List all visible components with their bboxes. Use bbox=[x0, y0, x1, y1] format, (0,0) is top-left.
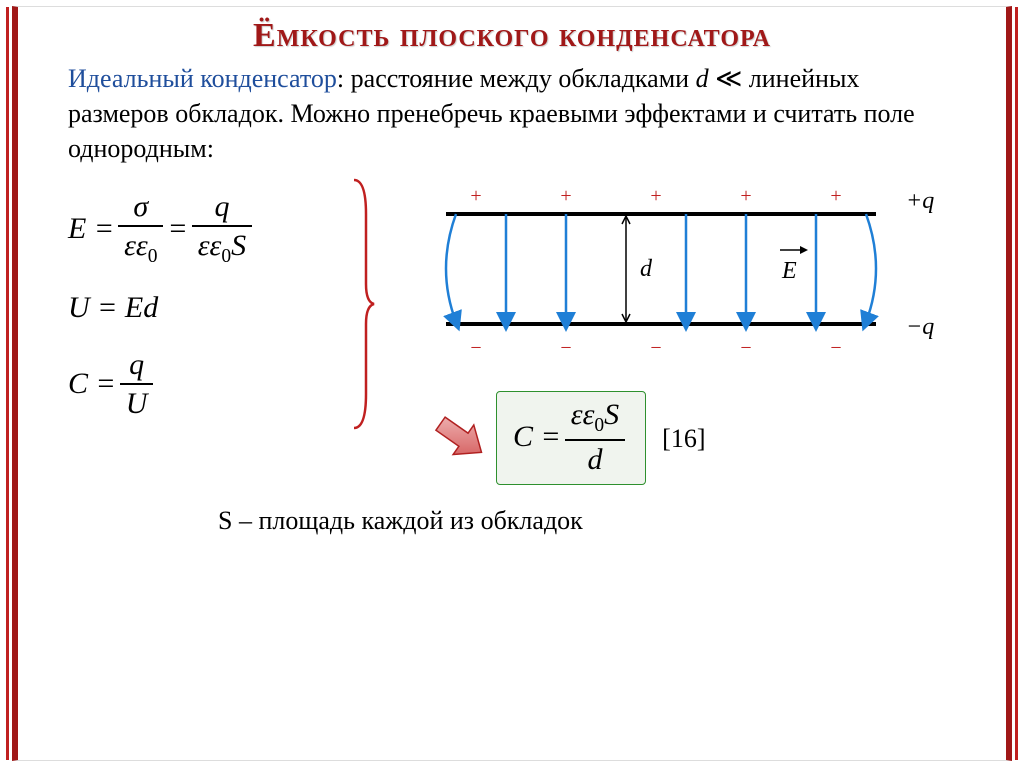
plus-icon: + bbox=[470, 185, 481, 207]
formula-E: E = σ εε0 = q εε0S bbox=[68, 190, 346, 267]
minus-icon: − bbox=[470, 337, 481, 359]
formula-U: U = Ed bbox=[68, 288, 346, 329]
arrow-icon bbox=[426, 408, 496, 468]
footnote-S: S – площадь каждой из обкладок bbox=[218, 503, 956, 538]
plus-icon: + bbox=[560, 185, 571, 207]
brace-icon bbox=[346, 174, 376, 443]
e-vector-label: E bbox=[781, 258, 797, 284]
minus-icon: − bbox=[830, 337, 841, 359]
formula-C: C = q U bbox=[68, 348, 346, 420]
intro-text: Идеальный конденсатор: расстояние между … bbox=[68, 61, 956, 166]
minus-icon: − bbox=[560, 337, 571, 359]
equation-ref: [16] bbox=[662, 421, 705, 456]
minus-icon: − bbox=[740, 337, 751, 359]
result-formula-box: C = εε0S d bbox=[496, 391, 646, 484]
plus-icon: + bbox=[830, 185, 841, 207]
minus-icon: − bbox=[650, 337, 661, 359]
plus-icon: + bbox=[740, 185, 751, 207]
capacitor-diagram: + + + + + +q − − − bbox=[396, 174, 956, 374]
charge-minus-q: −q bbox=[906, 314, 934, 340]
plus-icon: + bbox=[650, 185, 661, 207]
d-label: d bbox=[640, 256, 653, 282]
term-ideal: Идеальный конденсатор bbox=[68, 64, 337, 93]
page-title: Ёмкость плоского конденсатора bbox=[48, 17, 976, 55]
formula-column: E = σ εε0 = q εε0S U = Ed C = bbox=[68, 174, 346, 440]
charge-plus-q: +q bbox=[906, 188, 934, 214]
